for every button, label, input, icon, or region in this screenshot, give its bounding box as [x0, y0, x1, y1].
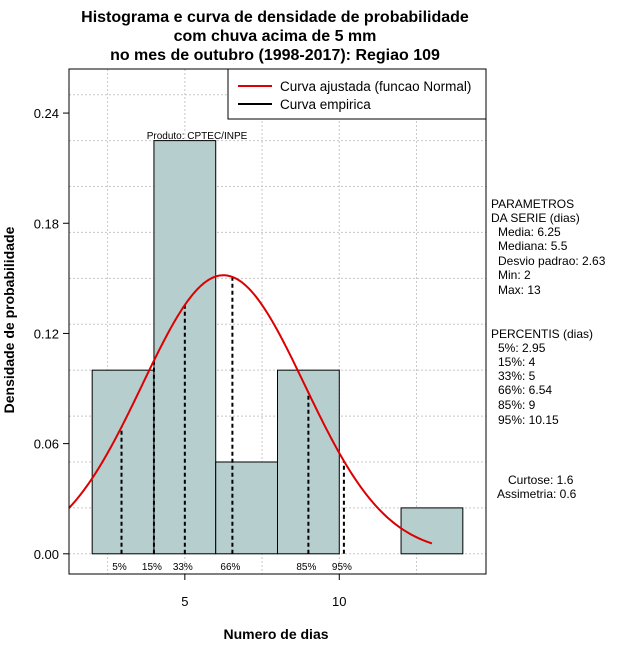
axes: 0.00 0.06 0.12 0.18 0.24 5 10 [34, 106, 347, 609]
percentile-label-3: 66% [220, 562, 240, 573]
histogram-bars [91, 140, 464, 555]
param-heading-2: DA SERIE (dias) [491, 211, 580, 225]
y-tick-label-0: 0.00 [34, 547, 59, 562]
y-tick-label-1: 0.06 [34, 437, 59, 452]
legend-box [227, 68, 487, 120]
curtose: Curtose: 1.6 [508, 473, 574, 487]
percentil-66: 66%: 6.54 [498, 383, 552, 397]
y-tick-label-2: 0.12 [34, 326, 59, 341]
percentil-85: 85%: 9 [498, 398, 536, 412]
percentis-heading: PERCENTIS (dias) [491, 327, 593, 341]
percentil-5: 5%: 2.95 [498, 341, 546, 355]
param-mediana: Mediana: 5.5 [498, 239, 568, 253]
chart-title-line-1: Histograma e curva de densidade de proba… [81, 9, 469, 26]
chart-title-line-3: no mes de outubro (1998-2017): Regiao 10… [110, 47, 440, 64]
y-tick-label-4: 0.24 [34, 106, 59, 121]
x-tick-label-0: 5 [181, 594, 188, 609]
param-max: Max: 13 [498, 283, 541, 297]
percentile-label-2: 33% [173, 562, 193, 573]
percentile-label-1: 15% [142, 562, 162, 573]
normal-curve-group [68, 274, 433, 545]
percentil-33: 33%: 5 [498, 369, 536, 383]
percentil-15: 15%: 4 [498, 355, 536, 369]
chart-title-line-2: com chuva acima de 5 mm [174, 28, 377, 45]
y-axis-label: Densidade de probabilidade [1, 226, 17, 413]
legend: Curva ajustada (funcao Normal) Curva emp… [227, 68, 487, 120]
percentile-label-4: 85% [296, 562, 316, 573]
x-tick-label-1: 10 [332, 594, 346, 609]
param-media: Media: 6.25 [498, 225, 561, 239]
y-tick-label-3: 0.18 [34, 216, 59, 231]
param-heading-1: PARAMETROS [491, 197, 574, 211]
param-min: Min: 2 [498, 268, 531, 282]
legend-label-empirical: Curva empirica [280, 97, 371, 112]
percentile-label-0: 5% [112, 562, 127, 573]
percentile-label-5: 95% [332, 562, 352, 573]
side-panel: PARAMETROS DA SERIE (dias) Media: 6.25 M… [491, 197, 606, 501]
normal-curve [68, 274, 433, 545]
x-axis-label: Numero de dias [223, 626, 328, 642]
product-label: Produto: CPTEC/INPE [147, 131, 248, 142]
assimetria: Assimetria: 0.6 [497, 487, 577, 501]
percentil-95: 95%: 10.15 [498, 413, 559, 427]
histogram-bar-2 [215, 461, 279, 555]
histogram-bar-5 [400, 507, 464, 555]
legend-label-normal: Curva ajustada (funcao Normal) [280, 79, 471, 94]
percentile-lines: 5% 15% 33% 66% 85% 95% [112, 276, 352, 573]
param-desvio: Desvio padrao: 2.63 [498, 254, 606, 268]
